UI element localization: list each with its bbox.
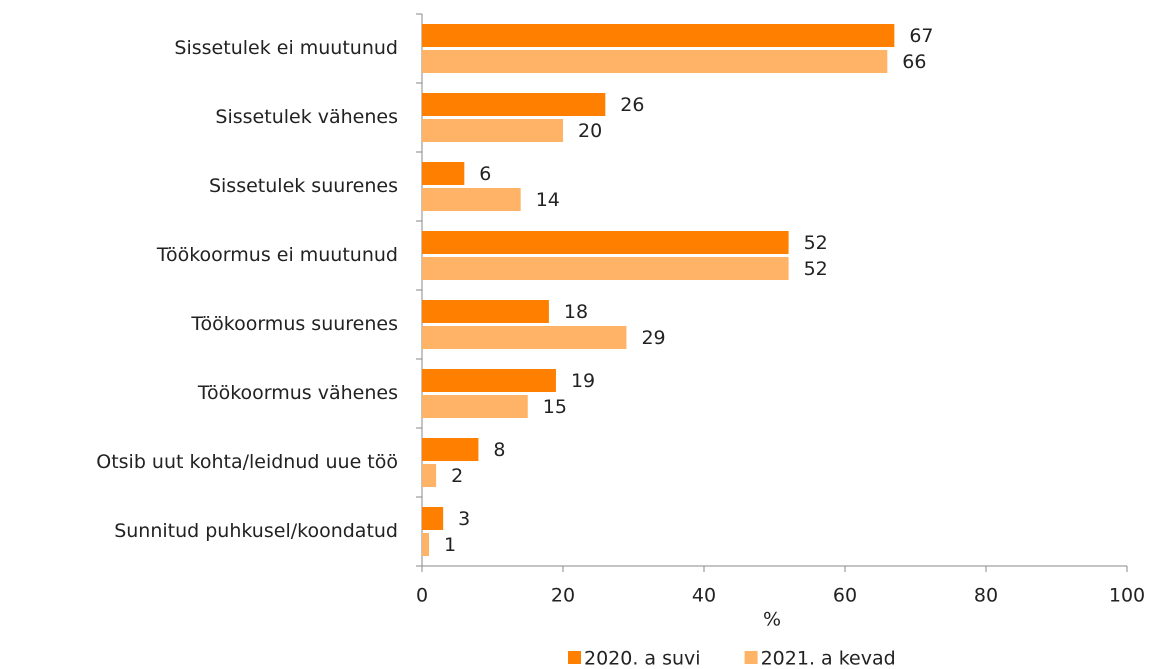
- data-label: 8: [493, 439, 505, 461]
- data-label: 2: [451, 465, 463, 487]
- bar: [422, 188, 521, 211]
- x-axis-label: %: [763, 609, 781, 631]
- x-tick-label: 20: [551, 585, 575, 607]
- data-label: 66: [902, 51, 926, 73]
- bar: [422, 162, 465, 185]
- y-tick-label: Sissetulek ei muutunud: [174, 37, 398, 59]
- legend-label: 2020. a suvi: [584, 648, 701, 669]
- x-tick-label: 80: [974, 585, 998, 607]
- bar: [422, 93, 606, 116]
- bar: [422, 257, 789, 280]
- y-tick-label: Sunnitud puhkusel/koondatud: [114, 520, 398, 542]
- data-label: 14: [536, 189, 560, 211]
- data-label: 52: [804, 258, 828, 280]
- data-label: 20: [578, 120, 602, 142]
- y-tick-label: Sissetulek suurenes: [209, 175, 398, 197]
- y-tick-label: Sissetulek vähenes: [215, 106, 398, 128]
- x-tick-label: 40: [692, 585, 716, 607]
- x-tick-label: 100: [1109, 585, 1145, 607]
- data-label: 18: [564, 301, 588, 323]
- data-label: 1: [444, 534, 456, 556]
- bar: [422, 395, 528, 418]
- bar: [422, 326, 627, 349]
- y-tick-label: Töökoormus ei muutunud: [156, 244, 398, 266]
- bar: [422, 119, 563, 142]
- data-label: 52: [804, 232, 828, 254]
- bar: [422, 464, 437, 487]
- data-label: 26: [620, 94, 644, 116]
- legend-swatch: [568, 651, 581, 664]
- bar: [422, 300, 549, 323]
- data-label: 3: [458, 508, 470, 530]
- x-tick-label: 0: [416, 585, 428, 607]
- data-label: 19: [571, 370, 595, 392]
- y-tick-label: Töökoormus vähenes: [197, 382, 398, 404]
- data-label: 29: [641, 327, 665, 349]
- data-label: 6: [479, 163, 491, 185]
- data-label: 15: [543, 396, 567, 418]
- bar: [422, 507, 444, 530]
- y-tick-label: Töökoormus suurenes: [190, 313, 398, 335]
- bar: [422, 50, 888, 73]
- x-tick-label: 60: [833, 585, 857, 607]
- data-label: 67: [909, 25, 933, 47]
- bar: [422, 533, 430, 556]
- y-tick-label: Otsib uut kohta/leidnud uue töö: [96, 451, 398, 473]
- bar: [422, 369, 556, 392]
- bar: [422, 231, 789, 254]
- bar: [422, 24, 895, 47]
- bar: [422, 438, 479, 461]
- legend-swatch: [744, 651, 758, 664]
- legend-label: 2021. a kevad: [761, 648, 896, 669]
